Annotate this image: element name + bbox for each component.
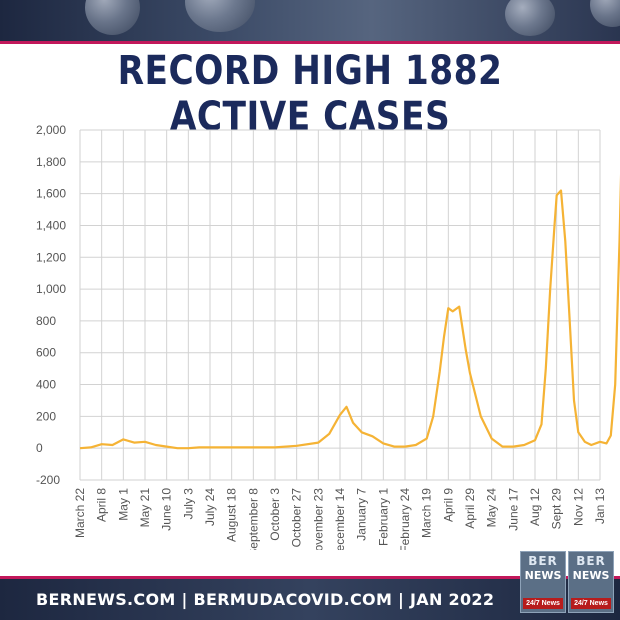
y-tick-label: 0 bbox=[36, 441, 43, 455]
header-divider bbox=[0, 41, 620, 44]
series-line bbox=[79, 174, 620, 450]
bernews-logo: BER NEWS 24/7 News bbox=[568, 551, 614, 613]
x-tick-label: June 17 bbox=[506, 488, 520, 531]
x-tick-label: May 21 bbox=[138, 488, 152, 528]
page-title: RECORD HIGH 1882 ACTIVE CASES bbox=[117, 48, 503, 140]
y-tick-label: 1,800 bbox=[36, 155, 66, 169]
footer-text: BERNEWS.COM | BERMUDACOVID.COM | JAN 202… bbox=[36, 590, 495, 609]
x-tick-label: June 10 bbox=[160, 488, 174, 531]
x-tick-label: April 9 bbox=[441, 488, 455, 522]
x-tick-label: Aug 12 bbox=[528, 488, 542, 526]
y-tick-label: 200 bbox=[36, 409, 56, 423]
y-tick-label: 600 bbox=[36, 346, 56, 360]
x-tick-label: December 14 bbox=[333, 488, 347, 550]
x-tick-label: Sept 29 bbox=[550, 488, 564, 530]
header-banner bbox=[0, 0, 620, 42]
y-tick-label: 2,000 bbox=[36, 123, 66, 137]
virus-graphic bbox=[85, 0, 140, 35]
x-tick-label: January 7 bbox=[355, 488, 369, 541]
y-tick-label: -200 bbox=[36, 473, 60, 487]
x-tick-label: May 1 bbox=[116, 488, 130, 521]
y-tick-label: 1,600 bbox=[36, 187, 66, 201]
footer-divider bbox=[0, 576, 620, 579]
virus-graphic bbox=[505, 0, 555, 36]
x-tick-label: August 18 bbox=[225, 488, 239, 542]
x-tick-label: February 1 bbox=[376, 488, 390, 546]
y-tick-label: 1,400 bbox=[36, 218, 66, 232]
footer-banner bbox=[0, 576, 620, 620]
y-tick-label: 400 bbox=[36, 378, 56, 392]
x-tick-label: April 29 bbox=[463, 488, 477, 529]
x-tick-label: March 19 bbox=[420, 488, 434, 538]
x-tick-label: July 24 bbox=[203, 488, 217, 526]
y-tick-label: 1,000 bbox=[36, 282, 66, 296]
virus-graphic bbox=[590, 0, 620, 27]
x-tick-label: Jan 13 bbox=[593, 488, 607, 524]
line-chart: -200 0 200 400 600 800 1,000 1,200 1,400 1,600 1,8… bbox=[36, 123, 620, 550]
bernews-logo: BER NEWS 24/7 News bbox=[520, 551, 566, 613]
virus-graphic bbox=[185, 0, 255, 32]
x-tick-label: October 3 bbox=[268, 488, 282, 541]
x-tick-label: March 22 bbox=[73, 488, 87, 538]
x-tick-label: October 27 bbox=[290, 488, 304, 548]
x-tick-label: November 23 bbox=[311, 488, 325, 550]
x-tick-label: September 8 bbox=[246, 488, 260, 550]
x-tick-label: May 24 bbox=[485, 488, 499, 528]
x-tick-label: July 3 bbox=[181, 488, 195, 520]
x-tick-label: Nov 12 bbox=[571, 488, 585, 526]
y-tick-label: 800 bbox=[36, 314, 56, 328]
x-tick-label: February 24 bbox=[398, 488, 412, 550]
x-tick-label: April 8 bbox=[95, 488, 109, 522]
y-tick-label: 1,200 bbox=[36, 250, 66, 264]
